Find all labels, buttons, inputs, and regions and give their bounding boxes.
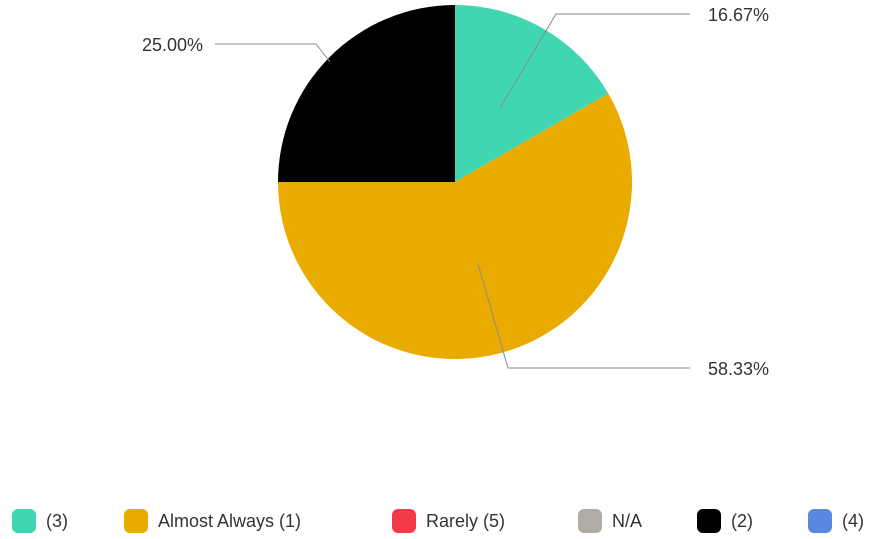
legend-label: Almost Always (1) <box>158 510 302 531</box>
legend-item-2[interactable]: Almost Always (1) <box>124 508 301 534</box>
slice-labels: 16.67% 58.33% 25.00% <box>142 5 769 379</box>
legend: (3) Almost Always (1) Rarely (5) N/A (2) (4) <box>12 508 872 534</box>
legend-swatch <box>392 509 416 533</box>
pie-chart: 16.67% 58.33% 25.00% <box>142 5 769 379</box>
legend-item-5[interactable]: (2) <box>697 508 753 534</box>
slice-label-1: 16.67% <box>708 5 769 25</box>
leader-line-1 <box>499 13 690 109</box>
legend-label: (2) <box>731 510 753 531</box>
pie-slice-2 <box>278 93 632 359</box>
legend-item-3[interactable]: Rarely (5) <box>392 508 505 534</box>
leader-line-5 <box>215 43 331 63</box>
legend-swatch <box>697 509 721 533</box>
slice-label-2: 58.33% <box>708 359 769 379</box>
pie-slices <box>278 5 632 359</box>
legend-label: (3) <box>46 510 68 531</box>
legend-item-6[interactable]: (4) <box>808 508 864 534</box>
pie-slice-1 <box>455 5 609 182</box>
leader-lines <box>215 13 690 369</box>
legend-swatch <box>124 509 148 533</box>
legend-swatch <box>808 509 832 533</box>
leader-line-2 <box>477 263 690 369</box>
legend-label: (4) <box>842 510 864 531</box>
legend-item-1[interactable]: (3) <box>12 508 68 534</box>
legend-swatch <box>12 509 36 533</box>
legend-item-4[interactable]: N/A <box>578 508 642 534</box>
legend-swatch <box>578 509 602 533</box>
pie-slice-5 <box>278 5 455 182</box>
legend-label: Rarely (5) <box>426 510 506 531</box>
legend-label: N/A <box>612 510 643 531</box>
slice-label-5: 25.00% <box>142 35 203 55</box>
